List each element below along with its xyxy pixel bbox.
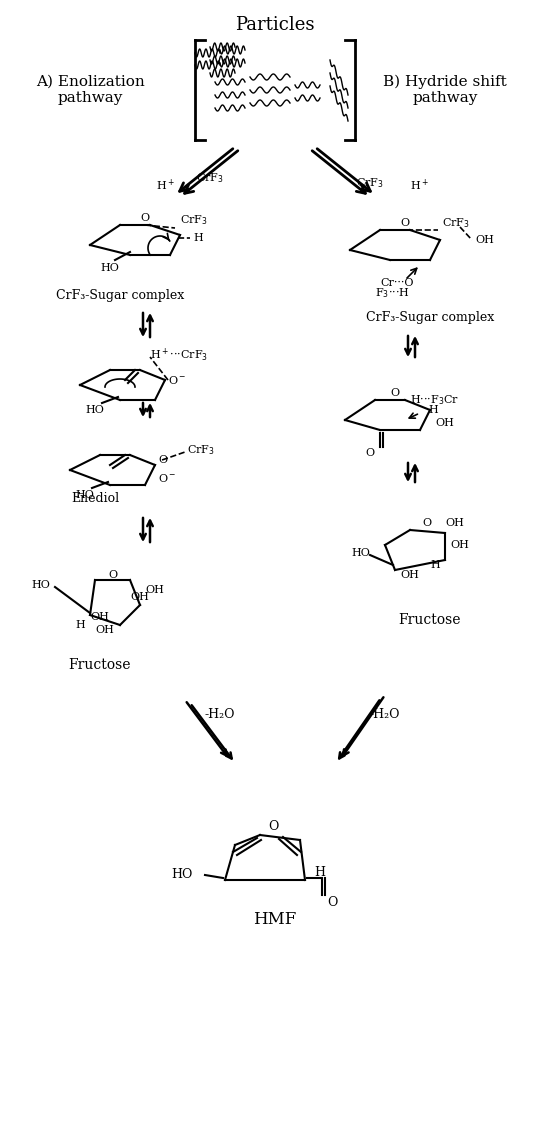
Text: OH: OH	[475, 235, 494, 245]
Text: OH: OH	[90, 612, 110, 622]
Text: OH: OH	[435, 418, 454, 428]
Text: H$^+$: H$^+$	[156, 177, 175, 193]
Text: HO: HO	[31, 580, 50, 590]
Text: O: O	[141, 213, 149, 222]
Text: H···F$_3$Cr: H···F$_3$Cr	[410, 393, 459, 407]
Text: Enediol: Enediol	[71, 491, 119, 504]
Text: H: H	[75, 620, 85, 630]
Text: Particles: Particles	[235, 16, 315, 34]
Text: O: O	[366, 448, 375, 459]
Text: -H₂O: -H₂O	[205, 708, 235, 722]
Text: Cr···O: Cr···O	[380, 278, 413, 288]
Text: CrF$_3$: CrF$_3$	[187, 443, 215, 457]
Text: Fructose: Fructose	[69, 658, 131, 672]
Text: OH: OH	[401, 570, 419, 580]
Text: HO: HO	[101, 263, 120, 274]
Text: CrF$_3$: CrF$_3$	[442, 216, 470, 230]
Text: CrF$_3$: CrF$_3$	[180, 213, 208, 227]
Text: CrF$_3$: CrF$_3$	[196, 171, 224, 185]
Text: CrF₃-Sugar complex: CrF₃-Sugar complex	[56, 288, 184, 302]
Text: HO: HO	[351, 548, 370, 558]
Text: OH: OH	[130, 592, 149, 602]
Text: OH: OH	[445, 518, 464, 528]
Text: CrF₃-Sugar complex: CrF₃-Sugar complex	[366, 311, 494, 325]
Text: HO: HO	[75, 490, 94, 501]
Text: A) Enolization
pathway: A) Enolization pathway	[36, 75, 144, 106]
Text: OH: OH	[145, 585, 164, 595]
Text: OH: OH	[95, 625, 115, 634]
Text: HO: HO	[85, 405, 105, 415]
Text: H$^+$: H$^+$	[410, 177, 429, 193]
Text: O$^-$: O$^-$	[168, 375, 186, 386]
Text: O: O	[158, 455, 167, 465]
Text: HO: HO	[171, 868, 193, 882]
Text: -H₂O: -H₂O	[370, 708, 400, 722]
Text: O: O	[391, 388, 399, 398]
Text: O: O	[327, 896, 337, 908]
Text: B) Hydride shift
pathway: B) Hydride shift pathway	[383, 75, 507, 106]
Text: OH: OH	[450, 540, 469, 550]
Text: O: O	[268, 821, 278, 833]
Text: CrF$_3$: CrF$_3$	[356, 176, 384, 190]
Text: H$^+$···CrF$_3$: H$^+$···CrF$_3$	[150, 346, 208, 363]
Text: O: O	[109, 570, 117, 580]
Text: F$_3$···H: F$_3$···H	[375, 286, 410, 300]
Text: HMF: HMF	[253, 911, 296, 928]
Text: Fructose: Fructose	[399, 613, 461, 627]
Text: O: O	[423, 518, 431, 528]
Text: O: O	[401, 218, 409, 228]
Text: H: H	[428, 405, 437, 415]
Text: O$^-$: O$^-$	[158, 472, 176, 484]
Text: H: H	[193, 233, 203, 243]
Text: H: H	[315, 866, 326, 880]
Text: H: H	[430, 560, 440, 570]
